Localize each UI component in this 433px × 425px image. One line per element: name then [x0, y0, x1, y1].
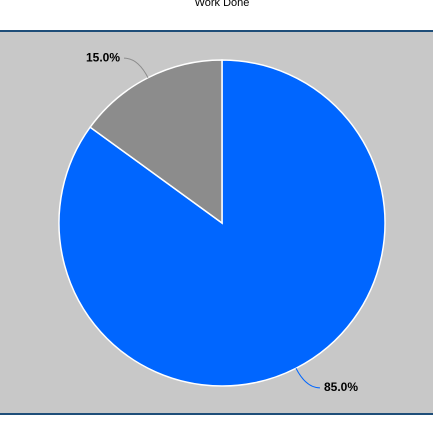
leader-line — [123, 57, 149, 78]
data-label: 85.0% — [324, 380, 358, 394]
chart-title: Work Done — [195, 0, 250, 9]
data-label: 15.0% — [86, 50, 120, 64]
pie-slice — [89, 59, 223, 225]
leader-line — [295, 368, 321, 389]
